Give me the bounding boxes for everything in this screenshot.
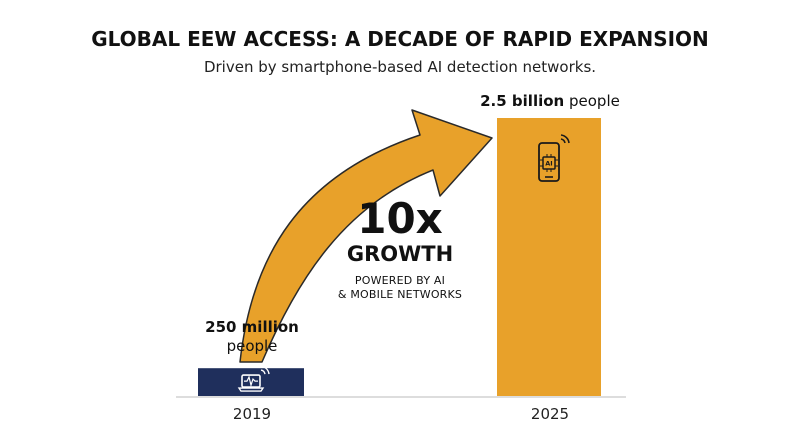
chart-subtitle: Driven by smartphone-based AI detection … <box>203 58 597 76</box>
svg-text:AI: AI <box>545 160 552 168</box>
growth-arrow <box>239 109 493 363</box>
bar-2025 <box>497 118 601 396</box>
growth-annotation: 10x GROWTH POWERED BY AI & MOBILE NETWOR… <box>320 197 480 302</box>
value-label-2025: 2.5 billion people <box>470 92 630 110</box>
growth-caption: POWERED BY AI & MOBILE NETWORKS <box>320 274 480 302</box>
x-tick-label-2025: 2025 <box>530 405 570 423</box>
value-label-2019-bold: 250 million <box>205 318 299 336</box>
value-label-2025-bold: 2.5 billion <box>480 92 565 110</box>
ai-smartphone-icon: AI <box>538 134 570 182</box>
bar-2019 <box>198 368 304 396</box>
x-tick-label-2019: 2019 <box>232 405 272 423</box>
growth-multiplier: 10x <box>357 194 443 243</box>
growth-word: GROWTH <box>346 242 454 266</box>
value-label-2019-normal: people <box>226 337 278 355</box>
growth-caption-line2: & MOBILE NETWORKS <box>337 288 463 301</box>
value-label-2019: 250 million people <box>180 318 324 356</box>
value-label-2025-normal: people <box>569 92 620 110</box>
chart-title: GLOBAL EEW ACCESS: A DECADE OF RAPID EXP… <box>91 27 709 51</box>
growth-caption-line1: POWERED BY AI <box>354 274 446 287</box>
laptop-seismograph-icon <box>237 365 270 392</box>
